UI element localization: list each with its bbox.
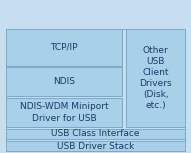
Text: Other
USB
Client
Drivers
(Disk,
etc.): Other USB Client Drivers (Disk, etc.) [139,46,172,110]
Text: USB Class Interface: USB Class Interface [51,129,140,138]
FancyBboxPatch shape [6,67,122,96]
FancyBboxPatch shape [6,129,185,139]
FancyBboxPatch shape [6,98,122,127]
FancyBboxPatch shape [6,141,185,151]
FancyBboxPatch shape [126,29,185,127]
Text: NDIS-WDM Miniport
Driver for USB: NDIS-WDM Miniport Driver for USB [20,102,108,123]
Text: USB Driver Stack: USB Driver Stack [57,142,134,151]
Text: TCP/IP: TCP/IP [50,43,78,52]
FancyBboxPatch shape [6,29,122,66]
FancyBboxPatch shape [6,29,185,151]
Text: NDIS: NDIS [53,77,75,86]
